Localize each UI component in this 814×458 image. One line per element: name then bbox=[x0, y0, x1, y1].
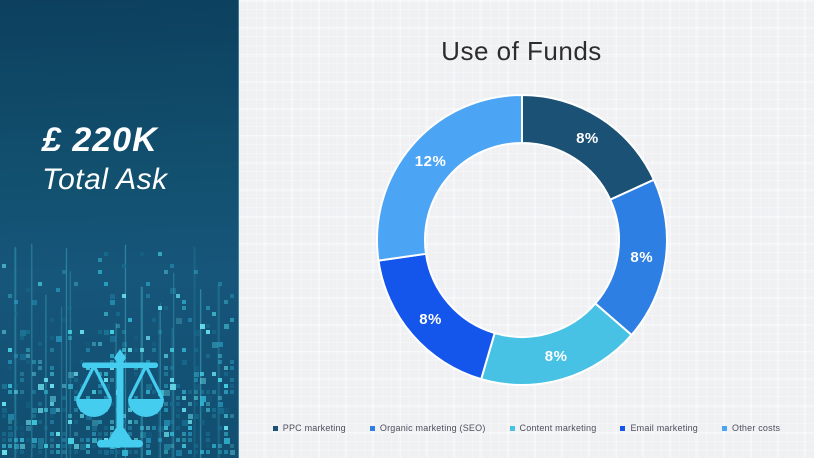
donut-segment-ppc-marketing bbox=[521, 94, 655, 201]
legend-item: Organic marketing (SEO) bbox=[369, 423, 486, 433]
legend-marker bbox=[272, 425, 278, 431]
legend-marker bbox=[369, 425, 375, 431]
legend-item: Content marketing bbox=[509, 423, 597, 433]
donut-chart: 8% 8% 8% 8% 12% bbox=[376, 94, 668, 386]
total-ask-amount: £ 220K bbox=[42, 121, 158, 159]
legend-label: Organic marketing (SEO) bbox=[379, 423, 486, 433]
donut-segment-label: 12% bbox=[415, 153, 447, 170]
legend-marker bbox=[509, 425, 515, 431]
scales-of-justice-icon bbox=[70, 348, 170, 452]
legend-marker bbox=[620, 425, 626, 431]
legend-item: PPC marketing bbox=[272, 423, 346, 433]
pixel-mosaic-decoration bbox=[2, 243, 235, 458]
legend-marker bbox=[722, 425, 728, 431]
chart-title: Use of Funds bbox=[441, 36, 602, 66]
total-ask-label: Total Ask bbox=[42, 163, 168, 197]
donut-segment-label: 8% bbox=[419, 311, 442, 328]
legend-label: Email marketing bbox=[630, 423, 699, 433]
legend-label: Content marketing bbox=[519, 423, 597, 433]
sidebar: £ 220K Total Ask bbox=[0, 0, 239, 458]
legend-label: Other costs bbox=[732, 423, 781, 433]
legend-item: Other costs bbox=[722, 423, 780, 433]
donut-segment-label: 8% bbox=[576, 130, 599, 147]
total-ask-block: £ 220K Total Ask bbox=[42, 121, 168, 198]
legend-item: Email marketing bbox=[620, 423, 698, 433]
donut-segment-label: 8% bbox=[545, 348, 568, 365]
legend-label: PPC marketing bbox=[282, 423, 346, 433]
chart-panel: Use of Funds 8% 8% 8% 8% 12% PPC marketing Or… bbox=[239, 0, 814, 458]
donut-segment-label: 8% bbox=[630, 249, 653, 266]
donut-segment-other-costs bbox=[376, 94, 523, 262]
chart-legend: PPC marketing Organic marketing (SEO) Cont… bbox=[239, 423, 814, 433]
donut-segment-content-marketing bbox=[480, 302, 633, 386]
